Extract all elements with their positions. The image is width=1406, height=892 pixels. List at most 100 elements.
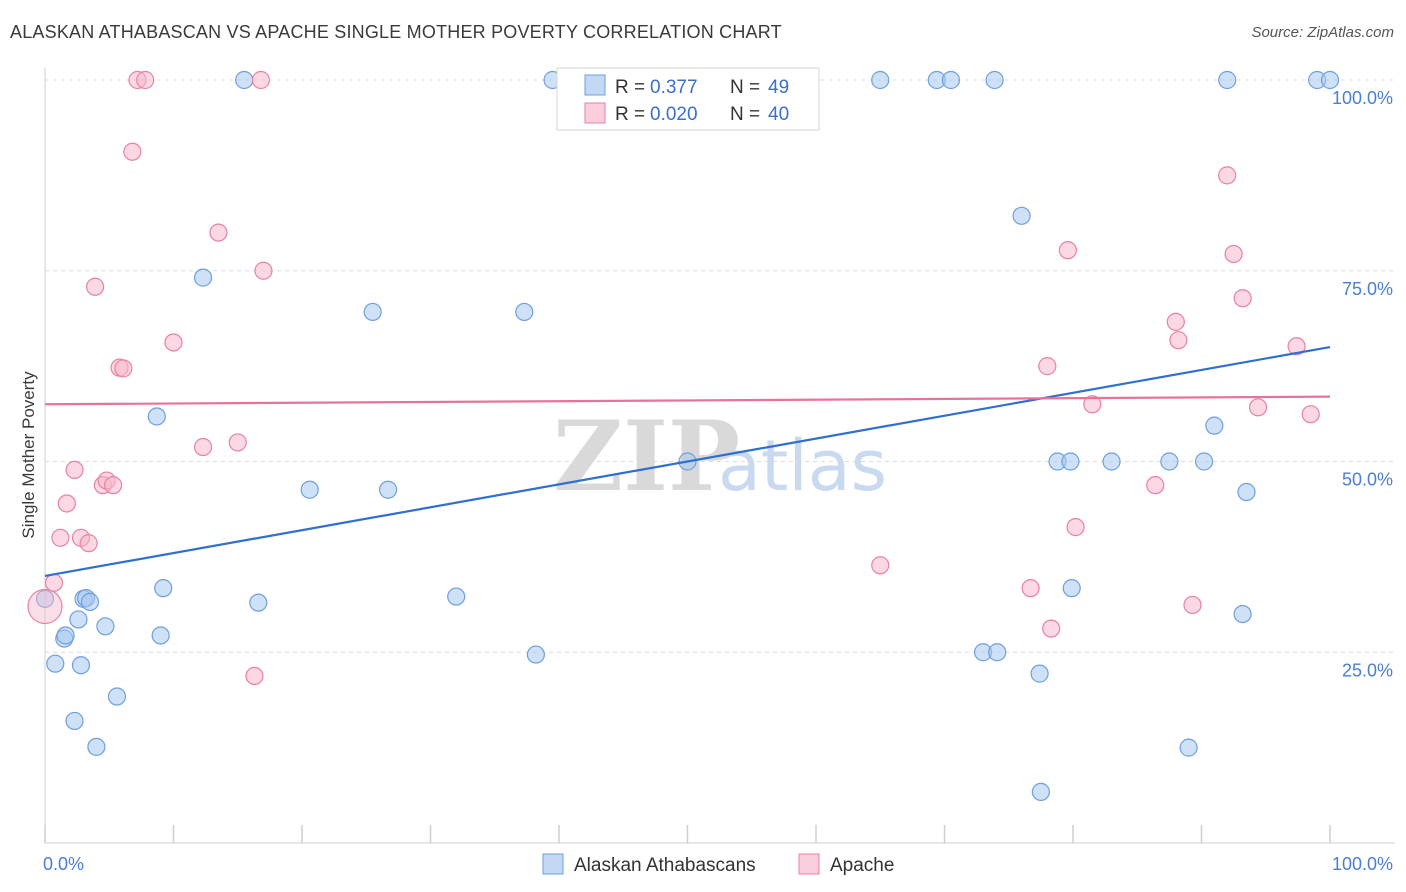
point-series0-39 xyxy=(1102,452,1121,471)
point-series0-4 xyxy=(65,711,84,731)
point-series0-48 xyxy=(1320,70,1340,90)
point-series1-2 xyxy=(51,528,70,547)
point-series1-0 xyxy=(27,588,63,625)
x-tick-label-0: 0.0% xyxy=(43,854,84,874)
point-series1-28 xyxy=(1066,518,1085,537)
point-series1-32 xyxy=(1169,331,1188,350)
point-series0-30 xyxy=(985,70,1004,90)
point-series0-37 xyxy=(1061,452,1080,471)
point-series1-27 xyxy=(1058,241,1077,260)
point-series1-16 xyxy=(164,333,183,352)
stats-n-value-1: 49 xyxy=(768,77,789,98)
point-series1-18 xyxy=(209,223,228,242)
point-series0-41 xyxy=(1179,738,1198,757)
point-series0-46 xyxy=(1237,482,1256,502)
point-series0-23 xyxy=(515,302,534,322)
point-series1-7 xyxy=(86,277,105,296)
legend-swatch-athabascan[interactable] xyxy=(542,853,564,875)
y-tick-label-3: 100.0% xyxy=(1332,88,1393,108)
point-series1-10 xyxy=(104,476,123,495)
point-series0-29 xyxy=(941,70,961,90)
point-series1-1 xyxy=(44,573,64,592)
legend-label-athabascan[interactable]: Alaskan Athabascans xyxy=(574,855,756,876)
stats-r-value-1: 0.377 xyxy=(650,77,698,98)
stats-n-label-1: N = xyxy=(730,77,760,98)
y-tick-labels: 25.0% 50.0% 75.0% 100.0% xyxy=(1332,88,1393,680)
point-series1-24 xyxy=(1021,579,1040,598)
point-series1-30 xyxy=(1146,476,1165,495)
point-series0-11 xyxy=(96,617,115,636)
point-series0-42 xyxy=(1194,452,1214,471)
point-series0-16 xyxy=(193,268,213,287)
point-series1-22 xyxy=(254,261,273,280)
point-series0-15 xyxy=(154,579,173,598)
point-series0-12 xyxy=(107,687,127,706)
point-series1-25 xyxy=(1038,357,1057,376)
point-series0-45 xyxy=(1233,604,1252,624)
trend-line-series1 xyxy=(44,395,1331,406)
point-series1-26 xyxy=(1042,619,1061,638)
x-tick-labels: 0.0% 100.0% xyxy=(43,854,1393,874)
watermark: ZIP atlas xyxy=(553,400,887,513)
y-tick-label-1: 50.0% xyxy=(1342,470,1393,490)
point-series0-20 xyxy=(363,302,382,322)
point-series1-36 xyxy=(1233,289,1252,308)
point-series0-1 xyxy=(46,654,65,673)
point-series0-34 xyxy=(1030,664,1049,683)
point-series0-3 xyxy=(56,626,75,645)
point-series1-39 xyxy=(1301,405,1320,424)
trend-lines xyxy=(44,345,1331,578)
data-points xyxy=(27,70,1340,801)
trend-line-series0 xyxy=(44,345,1331,578)
grid-lines xyxy=(45,79,1395,653)
y-axis-title: Single Mother Poverty xyxy=(19,371,38,539)
stats-legend: R = 0.377 N = 49 R = 0.020 N = 40 xyxy=(556,67,820,131)
point-series0-35 xyxy=(1031,782,1050,801)
point-series0-9 xyxy=(80,592,100,611)
point-series0-10 xyxy=(87,737,106,756)
point-series1-23 xyxy=(871,556,890,575)
point-series1-12 xyxy=(114,359,133,378)
watermark-atlas: atlas xyxy=(718,425,887,507)
point-series0-18 xyxy=(249,593,268,612)
point-series1-35 xyxy=(1224,244,1243,264)
stats-r-label-1: R = xyxy=(615,77,645,98)
stats-r-value-2: 0.020 xyxy=(650,104,698,125)
y-tick-label-0: 25.0% xyxy=(1342,660,1393,680)
point-series1-15 xyxy=(136,70,155,90)
stats-swatch-apache xyxy=(584,102,606,124)
point-series1-19 xyxy=(228,433,247,452)
point-series1-17 xyxy=(193,437,213,457)
stats-r-label-2: R = xyxy=(615,104,645,125)
point-series1-3 xyxy=(57,494,76,513)
point-series0-44 xyxy=(1218,70,1237,90)
point-series1-29 xyxy=(1083,395,1102,414)
stats-n-value-2: 40 xyxy=(768,104,789,125)
y-tick-label-2: 75.0% xyxy=(1342,279,1393,299)
stats-n-label-2: N = xyxy=(730,104,760,125)
point-series1-33 xyxy=(1183,595,1202,615)
point-series0-33 xyxy=(988,643,1007,662)
point-series1-6 xyxy=(79,534,98,553)
point-series1-37 xyxy=(1248,398,1268,417)
legend-swatch-apache[interactable] xyxy=(798,853,820,875)
point-series0-40 xyxy=(1160,452,1179,471)
point-series1-4 xyxy=(65,460,84,479)
point-series1-20 xyxy=(245,666,264,686)
point-series0-0 xyxy=(35,589,55,608)
source-label: Source: ZipAtlas.com xyxy=(1251,24,1394,41)
point-series0-43 xyxy=(1205,416,1224,435)
legend-label-apache[interactable]: Apache xyxy=(830,855,894,876)
point-series0-14 xyxy=(151,626,170,645)
point-series0-21 xyxy=(378,480,398,499)
point-series0-31 xyxy=(1012,206,1031,225)
stats-swatch-athabascan xyxy=(584,74,606,96)
point-series1-34 xyxy=(1218,166,1237,185)
point-series0-19 xyxy=(300,480,319,499)
point-series0-13 xyxy=(147,407,166,426)
axes xyxy=(44,68,1395,844)
point-series1-38 xyxy=(1287,337,1306,356)
point-series0-22 xyxy=(447,587,466,606)
point-series0-17 xyxy=(235,70,254,90)
